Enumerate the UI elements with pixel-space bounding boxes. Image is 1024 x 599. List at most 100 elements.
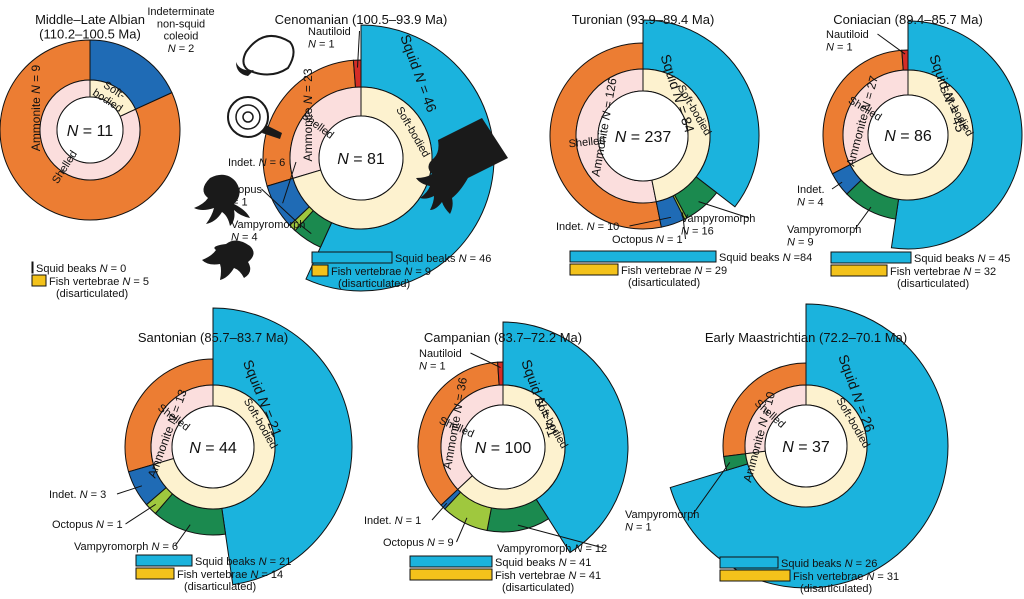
slice-label-vampyromorph: Vampyromorph N = 4 bbox=[231, 219, 305, 243]
squid-beaks-label: Squid beaks N = 41 bbox=[495, 557, 591, 569]
squid-beaks-label: Squid beaks N =84 bbox=[719, 252, 812, 264]
disarticulated-note: (disarticulated) bbox=[897, 278, 969, 290]
slice-label-nautiloid: Nautiloid N = 1 bbox=[308, 26, 351, 50]
slice-label-indet: Indet. N = 4 bbox=[797, 184, 825, 208]
slice-label-vampyromorph: Vampyromorph N = 6 bbox=[74, 541, 178, 553]
octopus-icon bbox=[194, 174, 250, 226]
center-hole bbox=[764, 404, 848, 488]
slice-label-indet: Indet. N = 1 bbox=[364, 515, 421, 527]
fish-vertebrae-label: Fish vertebrae N = 5 bbox=[49, 276, 149, 288]
leader-line-indet bbox=[431, 502, 448, 521]
squid-beaks-label: Squid beaks N = 0 bbox=[36, 263, 126, 275]
chart-title: Santonian (85.7–83.7 Ma) bbox=[138, 330, 288, 345]
disarticulated-note: (disarticulated) bbox=[338, 278, 410, 290]
chart-turonian bbox=[549, 19, 760, 276]
nautiloid-tentacles-icon bbox=[236, 62, 254, 76]
leader-line-nautiloid bbox=[877, 33, 906, 55]
slice-label-vampyromorph: Vampyromorph N = 16 bbox=[681, 213, 755, 237]
leader-line-nautiloid bbox=[356, 30, 360, 68]
fish-vertebrae-label: Fish vertebrae N = 32 bbox=[890, 266, 996, 278]
squid-beaks-bar bbox=[719, 556, 779, 569]
fish-vertebrae-bar bbox=[409, 568, 493, 581]
slice-label-vampyromorph: Vampyromorph N = 1 bbox=[625, 509, 699, 533]
total-count: N = 86 bbox=[884, 128, 932, 145]
inner-shelled-label: Shelled bbox=[568, 135, 606, 151]
center-hole bbox=[171, 405, 255, 489]
leader-line-indet bbox=[831, 181, 843, 190]
chart-santonian bbox=[124, 307, 353, 586]
nautiloid-icon bbox=[242, 34, 295, 76]
chart-title: Middle–Late Albian (110.2–100.5 Ma) bbox=[35, 12, 145, 42]
slice-label-octopus: Octopus N = 1 bbox=[612, 234, 683, 246]
squid-beaks-label: Squid beaks N = 26 bbox=[781, 558, 877, 570]
leader-line-indet bbox=[282, 161, 297, 204]
squid-beaks-label: Squid beaks N = 46 bbox=[395, 253, 491, 265]
leader-line-vampyromorph bbox=[692, 462, 731, 515]
leader-line-nautiloid bbox=[470, 352, 501, 368]
center-hole bbox=[318, 115, 404, 201]
ammonite-icon bbox=[227, 96, 269, 138]
leader-line-indet bbox=[116, 485, 143, 495]
leader-line-octopus bbox=[125, 503, 156, 525]
center-hole bbox=[460, 404, 546, 490]
slice-label-vampyromorph: Vampyromorph N = 12 bbox=[497, 543, 607, 555]
fish-vertebrae-bar bbox=[31, 274, 47, 287]
slice-label-octopus: Octopus N = 1 bbox=[52, 519, 123, 531]
leader-line-indet bbox=[629, 216, 672, 227]
squid-beaks-label: Squid beaks N = 21 bbox=[195, 556, 291, 568]
ammonite-core-icon bbox=[242, 111, 254, 123]
fish-vertebrae-bar bbox=[135, 567, 175, 580]
chart-coniacian bbox=[822, 20, 1023, 277]
slice-label-nautiloid: Nautiloid N = 1 bbox=[826, 29, 869, 53]
total-count: N = 237 bbox=[615, 129, 672, 146]
slice-label-indet: Indet. N = 3 bbox=[49, 489, 106, 501]
squid-beaks-bar bbox=[409, 555, 493, 568]
disarticulated-note: (disarticulated) bbox=[502, 582, 574, 594]
leader-line-vampyromorph bbox=[698, 201, 750, 219]
slice-label-ammonite: Ammonite N = 9 bbox=[29, 64, 43, 151]
slice-label-ammonite: Ammonite N = 23 bbox=[301, 68, 315, 161]
total-count: N = 81 bbox=[337, 151, 385, 168]
squid-beaks-bar bbox=[31, 261, 34, 274]
chart-early-maastrichtian bbox=[669, 303, 949, 589]
fish-vertebrae-label: Fish vertebrae N = 14 bbox=[177, 569, 283, 581]
center-hole bbox=[867, 94, 949, 176]
disarticulated-note: (disarticulated) bbox=[56, 288, 128, 300]
fish-vertebrae-bar bbox=[311, 264, 329, 277]
squid-beaks-bar bbox=[830, 251, 912, 264]
leader-line-octopus bbox=[261, 188, 298, 223]
total-count: N = 100 bbox=[475, 440, 532, 457]
leader-line-octopus bbox=[456, 517, 468, 543]
leader-line-vampyromorph bbox=[298, 223, 312, 235]
slice-nautiloid bbox=[497, 361, 504, 386]
slice-label-indet: Indet. N = 10 bbox=[556, 221, 619, 233]
fish-vertebrae-label: Fish vertebrae N = 41 bbox=[495, 570, 601, 582]
slice-label-vampyromorph: Vampyromorph N = 9 bbox=[787, 224, 861, 248]
slice-label-indeterminate-non-squid-coleoid: Indeterminate non-squid coleoid N = 2 bbox=[147, 6, 214, 55]
slice-nautiloid bbox=[901, 49, 909, 71]
ammonite-whorl-icon bbox=[235, 104, 261, 130]
disarticulated-note: (disarticulated) bbox=[184, 581, 256, 593]
squid-beaks-bar bbox=[135, 554, 193, 567]
leader-line-vampyromorph bbox=[174, 524, 191, 547]
chart-title: Coniacian (89.4–85.7 Ma) bbox=[833, 12, 983, 27]
fish-vertebrae-bar bbox=[569, 263, 619, 276]
disarticulated-note: (disarticulated) bbox=[800, 583, 872, 595]
ammonite-body-icon bbox=[262, 125, 282, 139]
squid-icon bbox=[416, 118, 508, 214]
chart-cenomanian bbox=[262, 24, 495, 292]
slice-label-indet: Indet. N = 6 bbox=[228, 157, 285, 169]
taxon-silhouettes bbox=[194, 34, 508, 280]
fish-vertebrae-label: Fish vertebrae N = 31 bbox=[793, 571, 899, 583]
leader-line-vampyromorph bbox=[854, 206, 872, 230]
squid-beaks-label: Squid beaks N = 45 bbox=[914, 253, 1010, 265]
chart-title: Cenomanian (100.5–93.9 Ma) bbox=[275, 12, 448, 27]
center-hole bbox=[597, 90, 689, 182]
total-count: N = 44 bbox=[189, 440, 237, 457]
disarticulated-note: (disarticulated) bbox=[628, 277, 700, 289]
leader-line-octopus bbox=[682, 212, 686, 240]
center-hole bbox=[56, 96, 124, 164]
total-count: N = 37 bbox=[782, 439, 830, 456]
fish-vertebrae-bar bbox=[830, 264, 888, 277]
